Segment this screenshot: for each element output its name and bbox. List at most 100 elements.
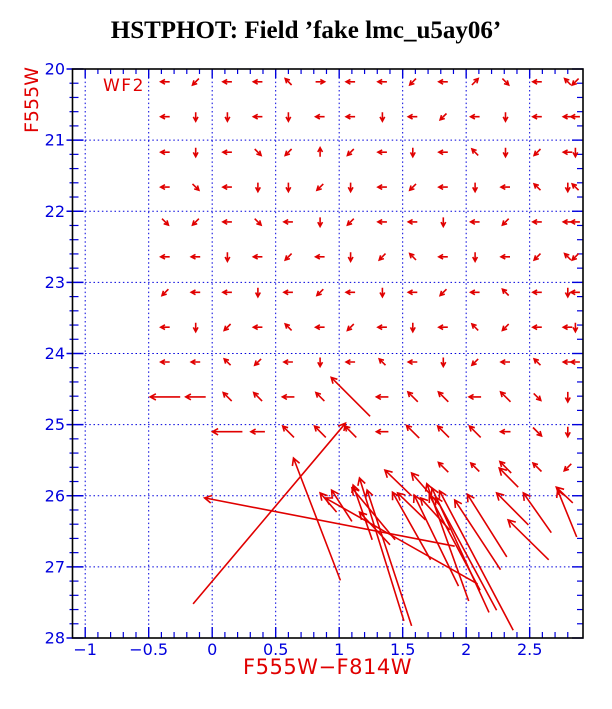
small-bias-arrow [284, 322, 293, 331]
small-bias-arrow [438, 112, 448, 121]
small-bias-arrow [409, 322, 416, 334]
small-bias-arrow [330, 376, 371, 417]
small-bias-arrow [191, 78, 200, 87]
small-bias-arrow [437, 461, 449, 473]
small-bias-arrow [376, 78, 387, 85]
small-bias-arrow [346, 148, 355, 157]
small-bias-arrow [224, 112, 231, 123]
small-bias-arrow [501, 78, 510, 87]
small-bias-arrow [282, 358, 293, 366]
small-bias-arrow [160, 288, 169, 297]
small-bias-arrow [561, 324, 573, 331]
small-bias-arrow [569, 113, 580, 120]
long-bias-arrow [466, 492, 508, 558]
small-bias-arrow [467, 393, 482, 401]
small-bias-arrow [221, 289, 232, 296]
small-bias-arrow [192, 112, 199, 123]
small-bias-arrow [437, 324, 448, 331]
x-tick-label: −0.5 [129, 640, 168, 659]
small-bias-arrow [192, 147, 199, 159]
small-bias-arrow [406, 390, 419, 403]
small-bias-arrow [470, 147, 479, 156]
small-bias-arrow [159, 113, 170, 120]
small-bias-arrow [378, 253, 387, 262]
small-bias-arrow [374, 428, 389, 435]
small-bias-arrow [254, 148, 263, 157]
y-tick-label: 28 [45, 629, 65, 648]
small-bias-arrow [532, 253, 542, 262]
small-bias-arrow [469, 461, 480, 473]
small-bias-arrow [532, 148, 542, 157]
long-bias-arrow [396, 491, 427, 521]
small-bias-arrow [192, 322, 199, 334]
small-bias-arrow [251, 113, 263, 120]
small-bias-arrow [346, 323, 355, 332]
long-bias-arrow [383, 468, 413, 497]
small-bias-arrow [314, 391, 325, 402]
long-bias-arrow [350, 486, 396, 541]
small-bias-arrow [561, 149, 573, 156]
y-tick-label: 22 [45, 202, 65, 221]
long-bias-arrow [453, 498, 502, 571]
long-bias-arrow [555, 486, 574, 504]
long-bias-arrow [495, 491, 529, 526]
long-bias-arrow [438, 489, 514, 631]
small-bias-arrow [344, 113, 356, 120]
x-tick-label: −1 [73, 640, 97, 659]
small-bias-arrow [191, 183, 201, 192]
small-bias-arrow [223, 357, 232, 366]
small-bias-arrow [315, 183, 324, 192]
small-bias-arrow [502, 112, 509, 123]
small-bias-arrow [571, 78, 580, 87]
small-bias-arrow [572, 322, 579, 334]
long-bias-arrow [522, 491, 552, 534]
y-tick-label: 21 [45, 131, 65, 150]
small-bias-arrow [440, 217, 447, 229]
x-tick-label: 2.5 [517, 640, 542, 659]
long-bias-arrow [434, 495, 498, 611]
small-bias-arrow [437, 149, 448, 156]
small-bias-arrow [409, 147, 416, 159]
small-bias-arrow [344, 289, 356, 296]
x-tick-label: 2 [461, 640, 471, 659]
small-bias-arrow [406, 358, 418, 366]
small-bias-arrow [222, 391, 233, 402]
small-bias-arrow [379, 287, 386, 299]
small-bias-arrow [437, 78, 448, 85]
x-tick-label: 0.5 [263, 640, 288, 659]
small-bias-arrow [468, 289, 480, 296]
small-bias-arrow [569, 218, 580, 225]
small-bias-arrow [159, 149, 170, 156]
small-bias-arrow [254, 218, 263, 227]
small-bias-arrow [472, 252, 479, 263]
small-bias-arrow [436, 424, 450, 438]
small-bias-arrow [284, 77, 293, 86]
small-bias-arrow [564, 426, 571, 439]
small-bias-arrow [347, 252, 354, 263]
small-bias-arrow [189, 358, 201, 366]
small-bias-arrow [468, 113, 480, 120]
x-axis-label: F555W−F814W [243, 655, 412, 679]
small-bias-arrow [532, 357, 542, 366]
small-bias-arrow [563, 77, 572, 86]
small-bias-arrow [376, 218, 387, 225]
y-tick-label: 26 [45, 486, 65, 505]
small-bias-arrow [189, 289, 201, 296]
y-tick-label: 24 [45, 344, 65, 363]
small-bias-arrow [564, 391, 571, 404]
small-bias-arrow [376, 184, 387, 191]
small-bias-arrow [347, 182, 354, 194]
small-bias-arrow [346, 218, 355, 227]
small-bias-arrow [159, 324, 170, 331]
y-tick-label: 27 [45, 557, 65, 576]
long-bias-arrow [410, 471, 441, 506]
plot-title: HSTPHOT: Field ’fake lmc_u5ay06’ [110, 17, 502, 44]
y-tick-label: 25 [45, 415, 65, 434]
small-bias-arrow [313, 424, 327, 438]
small-bias-arrow [221, 78, 232, 85]
small-bias-arrow [563, 252, 572, 261]
small-bias-arrow [468, 218, 480, 225]
long-bias-arrow [330, 488, 353, 522]
small-bias-arrow [344, 358, 356, 366]
